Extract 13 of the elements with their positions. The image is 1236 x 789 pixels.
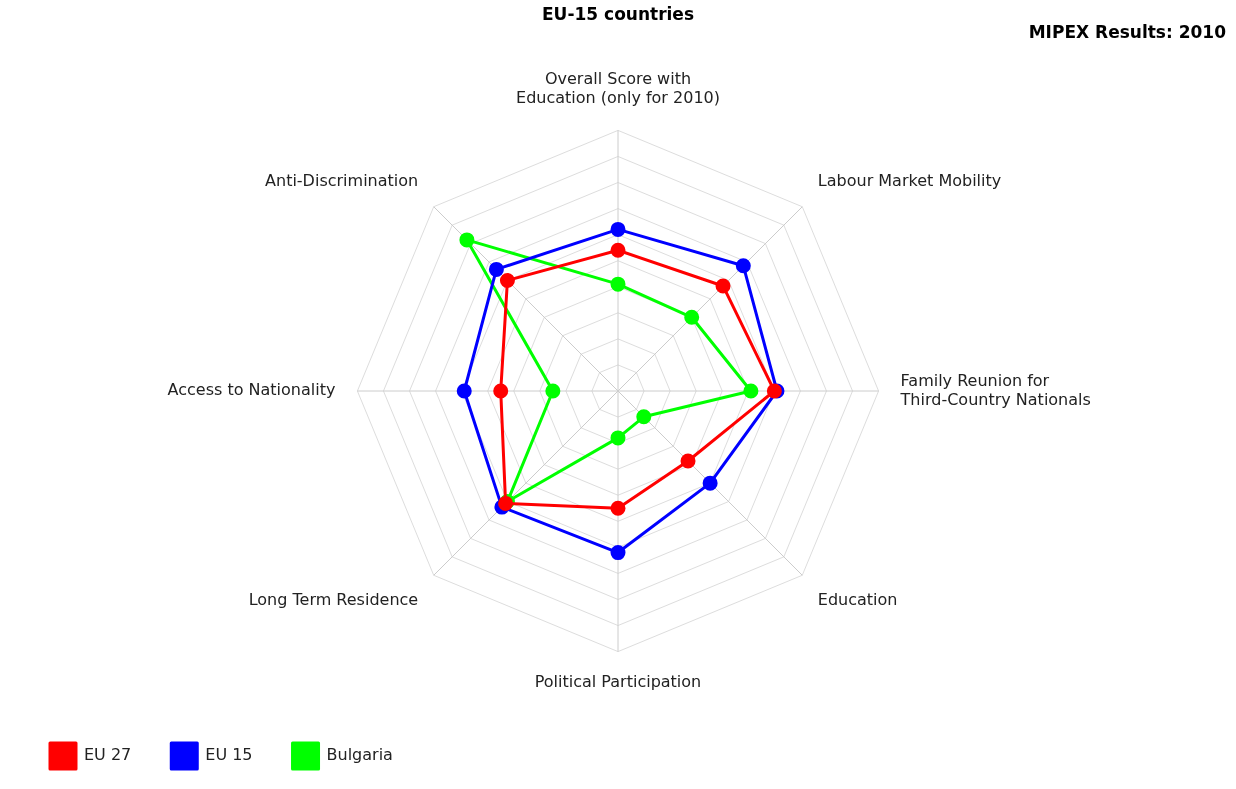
text: MIPEX Results: 2010 [1028, 22, 1226, 42]
spoke-label: Labour Market Mobility [817, 170, 1002, 190]
spoke-label: Education [817, 589, 898, 609]
spoke-label: Long Term Residence [248, 589, 419, 609]
spoke-label: Political Participation [534, 672, 702, 692]
spoke-label: Overall Score with Education (only for 2010) [516, 68, 720, 107]
spoke-label: Family Reunion for Third-Country Nationals [899, 370, 1091, 409]
legend-label: EU 15 [205, 745, 253, 765]
spoke-label: Access to Nationality [167, 380, 336, 400]
spoke-label: Anti-Discrimination [265, 170, 419, 190]
legend-label: EU 27 [84, 745, 132, 765]
legend-label: Bulgaria [326, 745, 393, 765]
chart-title: EU-15 countries [542, 4, 694, 24]
